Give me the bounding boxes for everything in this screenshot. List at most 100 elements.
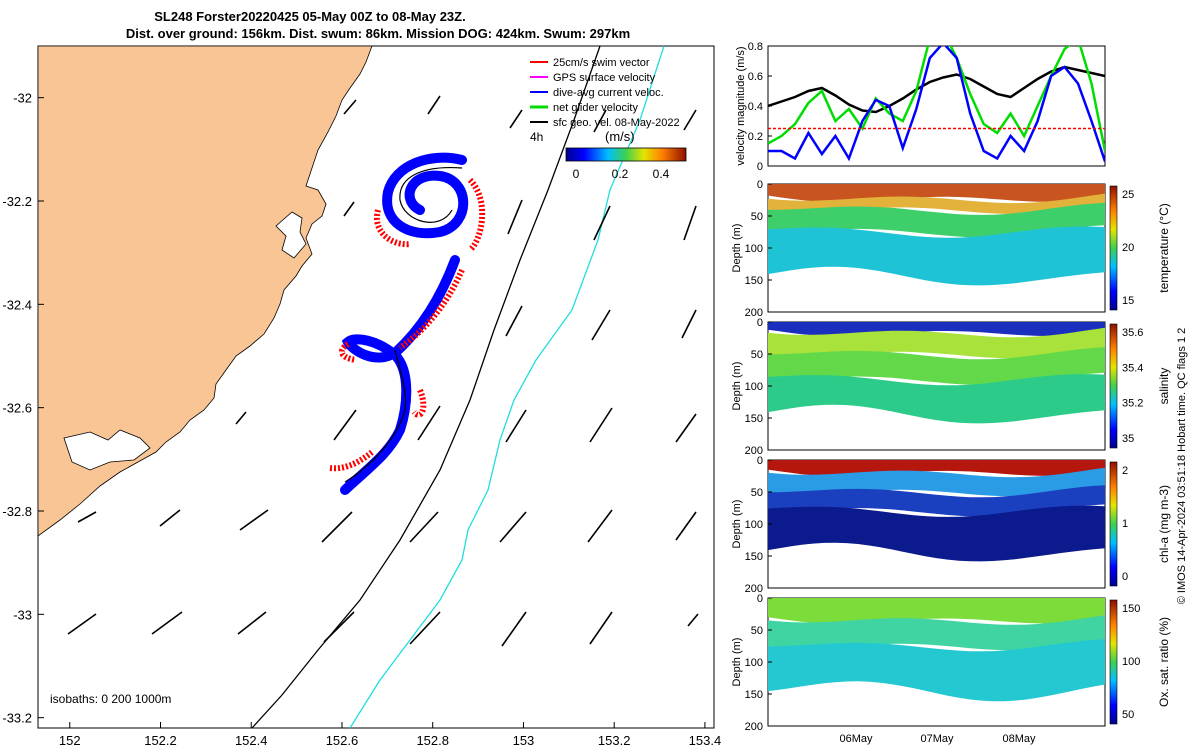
legend-item-gps: GPS surface velocity [553, 72, 656, 84]
section-colorbar [1109, 185, 1118, 311]
legend-item-sfc-geo: sfc geo. vel. 08-May-2022 [553, 117, 680, 129]
colorbar-tick-1: 0.2 [612, 167, 629, 181]
section-layer [768, 374, 1105, 424]
colorbar-label: (m/s) [605, 129, 635, 144]
isobath-200 [251, 45, 601, 729]
time-tick-label: 06May [839, 733, 873, 745]
section-ylabel: Depth (m) [731, 638, 743, 687]
velocity-y-tick-label: 0.4 [748, 101, 763, 113]
section-layer [768, 347, 1105, 385]
section-y-tick-label: 50 [751, 211, 763, 223]
map-colorbar [565, 147, 687, 162]
section-colorbar [1109, 323, 1118, 449]
velocity-series-line-0 [768, 65, 1105, 114]
section-layer [768, 505, 1105, 562]
section-y-tick-label: 100 [745, 381, 763, 393]
section-cbar-tick: 15 [1122, 295, 1134, 307]
section-cbar-tick: 1 [1122, 518, 1128, 530]
map-y-tick-label: -33 [13, 607, 32, 622]
legend-item-net-glider: net glider velocity [553, 102, 638, 114]
hours-label: 4h [530, 130, 543, 144]
section-panel-chl-a: 0 50 100 150 200 Depth (m) 2 1 0 chl-a (mg m-3) [731, 455, 1171, 595]
velocity-y-tick-label: 0.6 [748, 71, 763, 83]
map-x-axis: 152 152.2 152.4 152.6 152.8 153 153.2 153.4 [59, 722, 721, 748]
section-cbar-label: chl-a (mg m-3) [1157, 485, 1171, 563]
section-cbar-tick: 35.4 [1122, 362, 1143, 374]
estuary-detail [275, 211, 307, 259]
section-cbar-tick: 150 [1122, 603, 1140, 615]
velocity-y-tick-label: 0.8 [748, 41, 763, 53]
map-x-tick-label: 153.4 [689, 733, 722, 748]
section-cbar-tick: 0 [1122, 571, 1128, 583]
velocity-panel: 0 0.2 0.4 0.6 0.8 velocity magnitude (m/s) [735, 41, 1106, 173]
section-y-tick-label: 100 [745, 243, 763, 255]
section-y-tick-label: 200 [745, 307, 763, 319]
section-layer [768, 327, 1105, 359]
swim-vectors-red [329, 177, 486, 472]
time-tick-label: 08May [1002, 733, 1036, 745]
section-cbar-tick: 100 [1122, 656, 1140, 668]
map-y-tick-label: -32.6 [2, 401, 32, 416]
section-y-tick-label: 150 [745, 551, 763, 563]
section-cbar-label: temperature (°C) [1157, 203, 1171, 293]
velocity-ylabel: velocity magnitude (m/s) [735, 46, 747, 165]
map-x-tick-label: 153 [513, 733, 535, 748]
velocity-frame [767, 45, 1106, 167]
section-y-tick-label: 50 [751, 349, 763, 361]
velocity-series [768, 46, 1105, 162]
title-line1: SL248 Forster20220425 05-May 00Z to 08-M… [154, 9, 465, 24]
map-y-tick-label: -33.2 [2, 711, 32, 726]
lake-detail [63, 429, 151, 471]
section-y-tick-label: 100 [745, 519, 763, 531]
map-x-tick-label: 152.6 [326, 733, 359, 748]
map-y-tick-label: -32 [13, 91, 32, 106]
map-y-axis: -32 -32.2 -32.4 -32.6 -32.8 -33 -33.2 [2, 91, 44, 726]
map-x-tick-label: 152.8 [416, 733, 449, 748]
section-panel-salinity: 0 50 100 150 200 Depth (m) 35.6 35.4 35.2 35 salin… [731, 317, 1171, 457]
map-legend: 25cm/s swim vector GPS surface velocity … [530, 57, 680, 144]
section-layer [768, 460, 1105, 477]
footer-credit: © IMOS 14-Apr-2024 03:51:18 Hobart time.… [1176, 328, 1188, 605]
velocity-series-line-2 [768, 46, 1105, 162]
section-y-tick-label: 0 [757, 455, 763, 467]
map-y-tick-label: -32.4 [2, 297, 32, 312]
section-layer [768, 184, 1105, 203]
section-y-tick-label: 200 [745, 721, 763, 733]
legend-item-swim: 25cm/s swim vector [553, 57, 650, 69]
section-y-tick-label: 200 [745, 445, 763, 457]
section-y-tick-label: 50 [751, 487, 763, 499]
time-axis: 06May 07May 08May [839, 733, 1036, 745]
net-track-black [344, 166, 463, 483]
section-layer [768, 485, 1105, 517]
isobath-note: isobaths: 0 200 1000m [50, 692, 171, 706]
geo-velocity-arrows [67, 95, 699, 647]
section-cbar-tick: 25 [1122, 189, 1134, 201]
section-panel-temperature: 0 50 100 150 200 Depth (m) 25 20 15 temperature (… [731, 179, 1171, 319]
section-y-tick-label: 150 [745, 275, 763, 287]
section-cbar-tick: 20 [1122, 242, 1134, 254]
section-cbar-tick: 35.6 [1122, 327, 1143, 339]
title-line2: Dist. over ground: 156km. Dist. swum: 86… [126, 26, 630, 41]
map-x-tick-label: 152 [59, 733, 81, 748]
map-x-tick-label: 152.2 [144, 733, 177, 748]
section-layer [768, 615, 1105, 651]
velocity-y-tick-label: 0 [757, 161, 763, 173]
colorbar-tick-2: 0.4 [653, 167, 670, 181]
section-layer [768, 226, 1105, 286]
section-y-tick-label: 0 [757, 317, 763, 329]
section-y-tick-label: 50 [751, 625, 763, 637]
section-ylabel: Depth (m) [731, 362, 743, 411]
section-layer [768, 598, 1105, 624]
map-x-tick-label: 153.2 [598, 733, 631, 748]
section-cbar-tick: 2 [1122, 465, 1128, 477]
isobath-1000 [349, 45, 665, 729]
section-layer [768, 639, 1105, 702]
glider-track-blue [340, 152, 469, 495]
map-y-tick-label: -32.8 [2, 504, 32, 519]
section-layer [768, 322, 1105, 337]
section-ylabel: Depth (m) [731, 500, 743, 549]
map-x-tick-label: 152.4 [235, 733, 268, 748]
section-y-tick-label: 100 [745, 657, 763, 669]
